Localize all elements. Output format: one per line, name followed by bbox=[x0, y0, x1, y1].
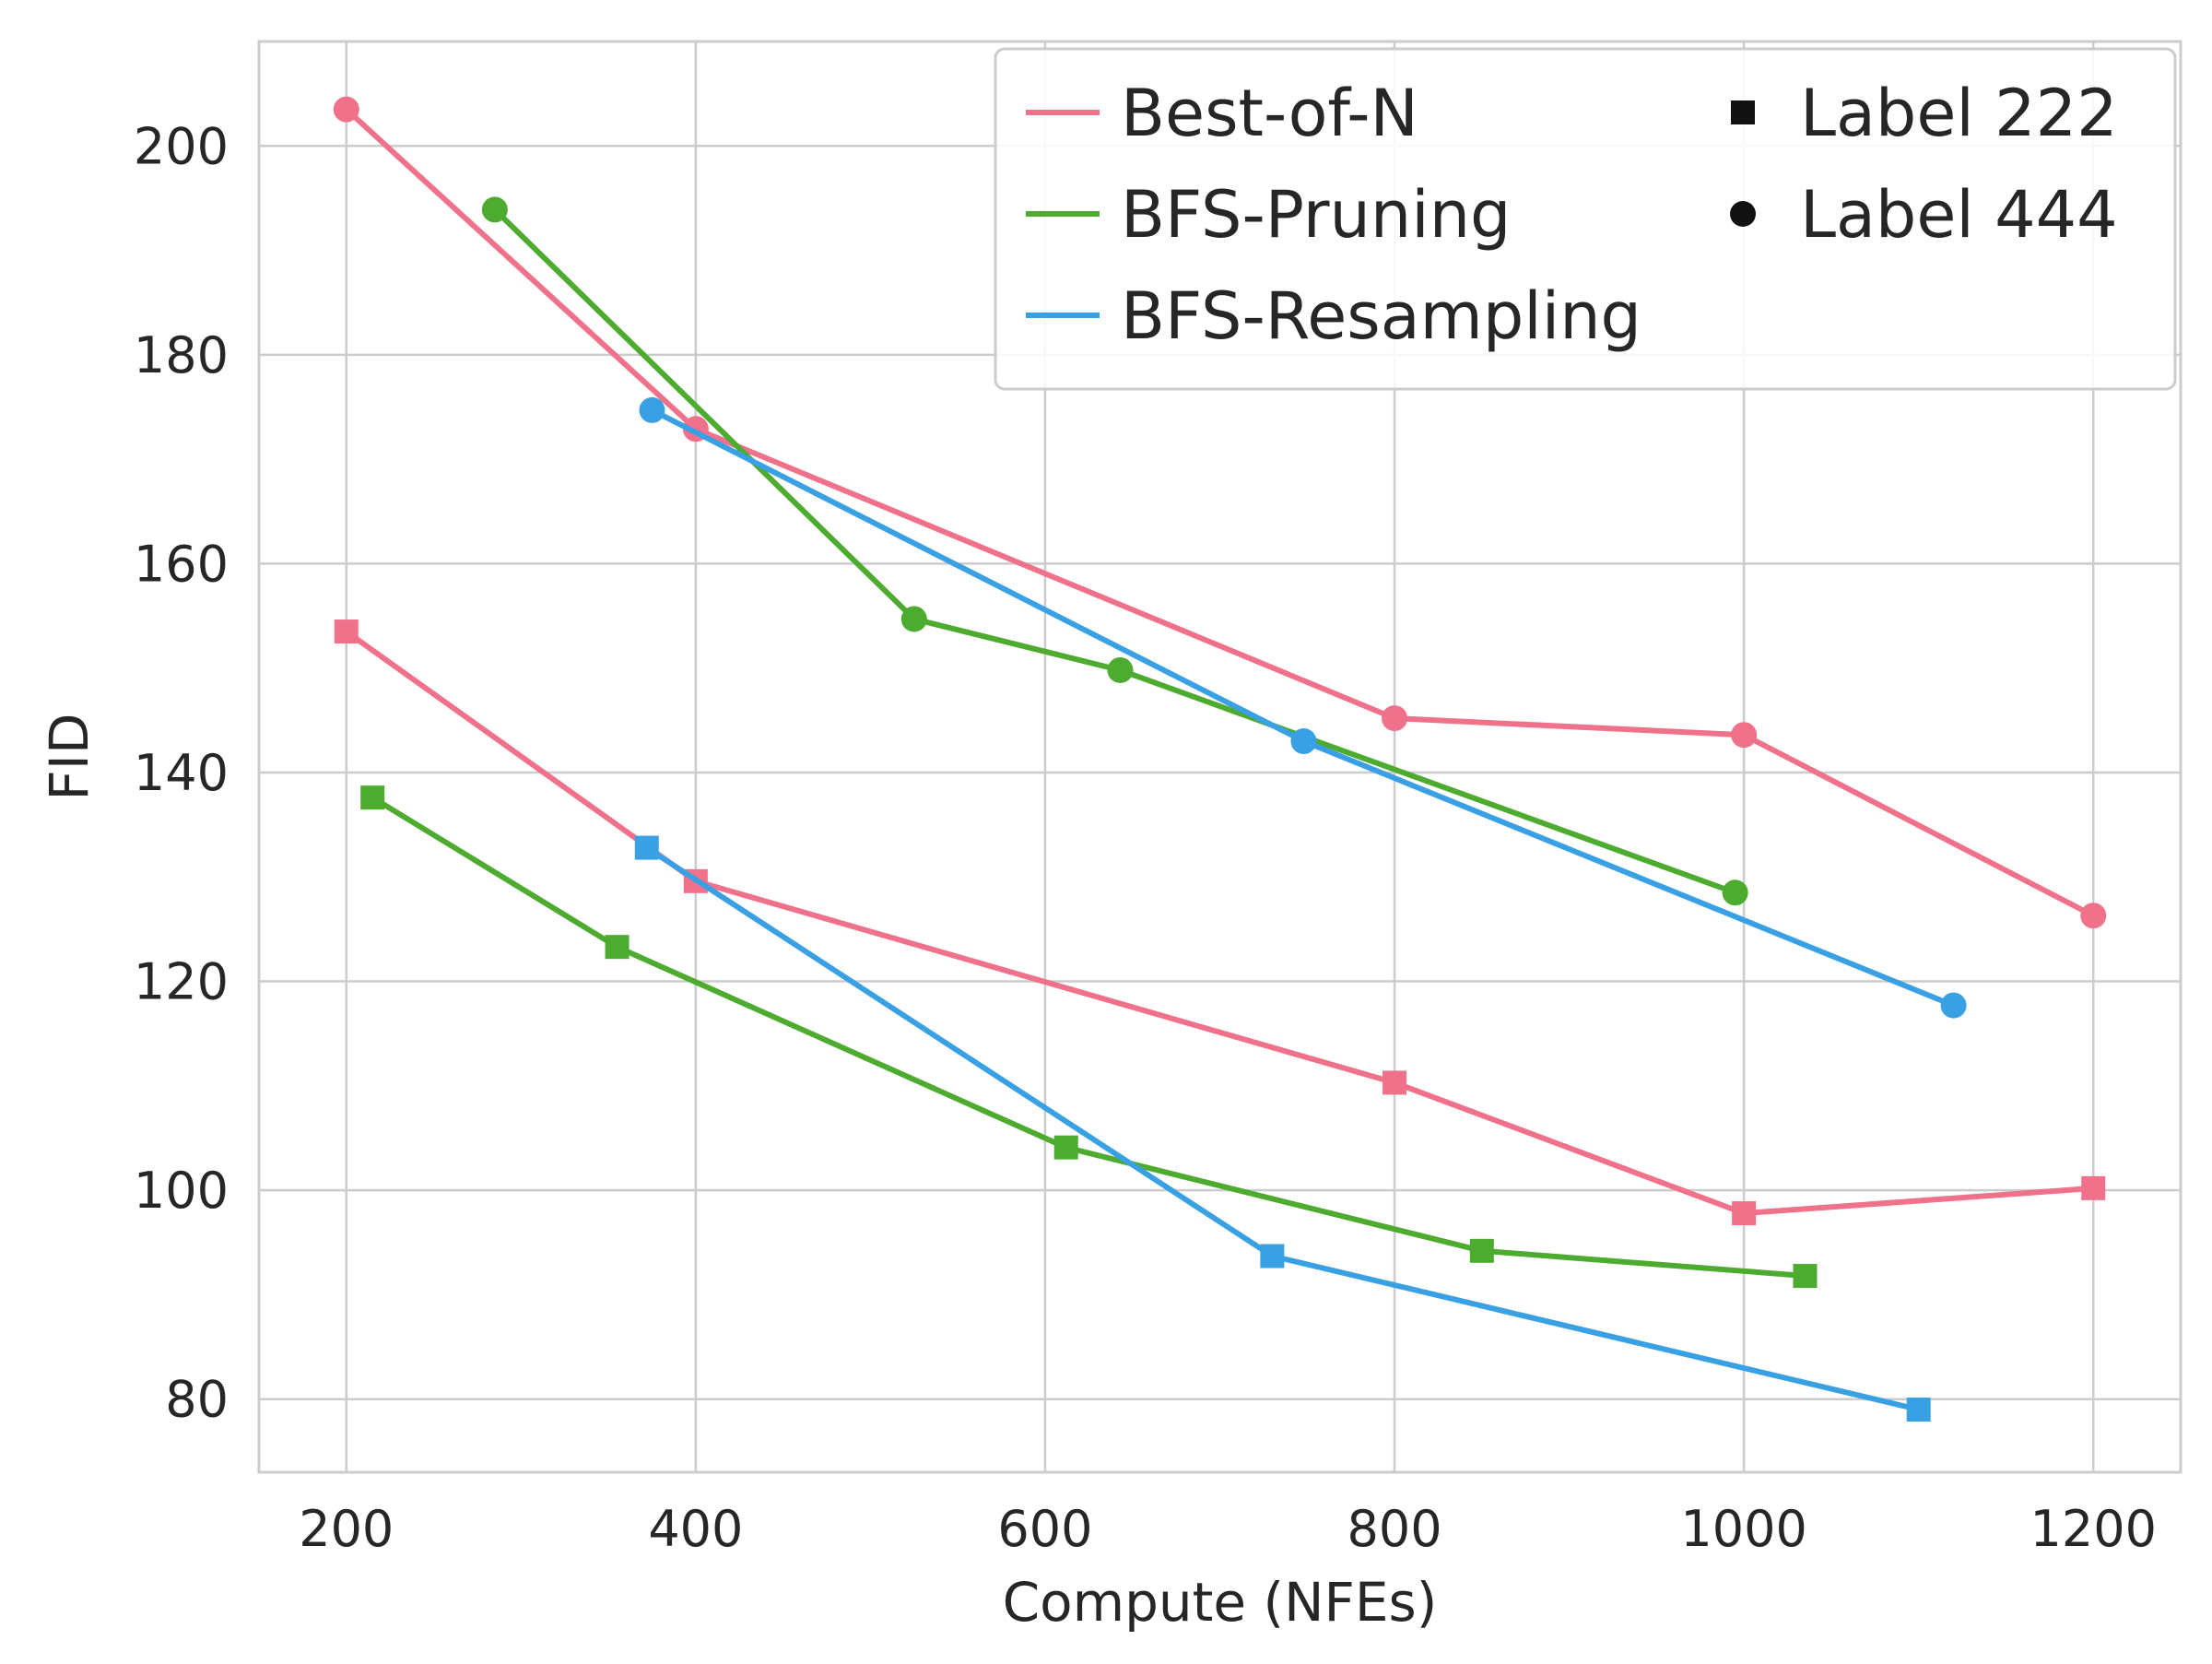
series-bfs-resampling-label-444 bbox=[639, 396, 1967, 1019]
data-point-square bbox=[1260, 1244, 1285, 1269]
y-tick-label: 180 bbox=[134, 326, 229, 384]
x-tick-label: 200 bbox=[299, 1500, 394, 1558]
data-point-circle bbox=[900, 606, 927, 632]
data-point-circle bbox=[1107, 656, 1134, 683]
legend-entry-label: BFS-Resampling bbox=[1121, 278, 1641, 354]
data-point-square bbox=[634, 835, 659, 860]
y-tick-label: 200 bbox=[134, 117, 229, 175]
series-bfs-pruning-label-222 bbox=[360, 785, 1818, 1289]
data-point-circle bbox=[481, 196, 508, 223]
y-tick-label: 160 bbox=[134, 535, 229, 593]
data-point-square bbox=[1053, 1135, 1078, 1160]
data-point-circle bbox=[1290, 728, 1317, 755]
legend-box bbox=[994, 47, 2177, 391]
data-point-circle bbox=[1382, 705, 1408, 732]
plot-area-frame bbox=[257, 40, 2183, 1474]
data-point-circle bbox=[2080, 903, 2107, 929]
x-tick-label: 600 bbox=[997, 1500, 1092, 1558]
data-point-circle bbox=[639, 396, 665, 423]
data-point-square bbox=[1382, 1070, 1407, 1095]
data-point-circle bbox=[1940, 992, 1967, 1019]
data-point-square bbox=[2081, 1175, 2106, 1200]
x-tick-label: 1000 bbox=[1680, 1500, 1806, 1558]
series-line bbox=[491, 207, 1738, 896]
x-tick-label: 1200 bbox=[2030, 1500, 2157, 1558]
x-tick-label: 400 bbox=[648, 1500, 743, 1558]
legend: Best-of-N BFS-Pruning BFS-Resampling Label … bbox=[994, 47, 2177, 391]
y-tick-label: 140 bbox=[134, 744, 229, 802]
y-tick-label: 100 bbox=[134, 1162, 229, 1220]
x-tick-label: 800 bbox=[1347, 1500, 1442, 1558]
legend-entry-label: Best-of-N bbox=[1121, 76, 1418, 151]
legend-square-marker bbox=[1731, 100, 1755, 124]
y-tick-label: 80 bbox=[165, 1371, 229, 1429]
series-best-of-n-label-222 bbox=[334, 620, 2106, 1226]
data-point-square bbox=[1906, 1398, 1931, 1422]
y-tick-label: 120 bbox=[134, 953, 229, 1011]
y-axis-title: FID bbox=[38, 713, 100, 800]
data-point-circle bbox=[1722, 879, 1748, 906]
legend-entry-label: BFS-Pruning bbox=[1121, 177, 1512, 253]
data-point-circle bbox=[333, 96, 359, 123]
tick-labels: 200 400 600 800 1000 1200 80 100 120 140 160 180 200 bbox=[134, 117, 2157, 1558]
data-point-square bbox=[1469, 1238, 1494, 1263]
data-point-square bbox=[605, 935, 629, 960]
series-best-of-n-label-444 bbox=[333, 96, 2107, 929]
data-point-circle bbox=[1731, 722, 1758, 749]
data-point-square bbox=[360, 785, 385, 810]
x-axis-title: Compute (NFEs) bbox=[1003, 1571, 1438, 1634]
data-series bbox=[333, 96, 2107, 1422]
data-point-square bbox=[1793, 1264, 1818, 1289]
data-point-square bbox=[334, 620, 359, 644]
series-bfs-pruning-label-444 bbox=[481, 196, 1748, 906]
data-point-square bbox=[1732, 1201, 1757, 1226]
series-bfs-resampling-label-222 bbox=[634, 835, 1931, 1422]
legend-circle-marker bbox=[1730, 201, 1756, 227]
legend-marker-label: Label 222 bbox=[1800, 76, 2118, 151]
legend-marker-label: Label 444 bbox=[1800, 177, 2118, 253]
